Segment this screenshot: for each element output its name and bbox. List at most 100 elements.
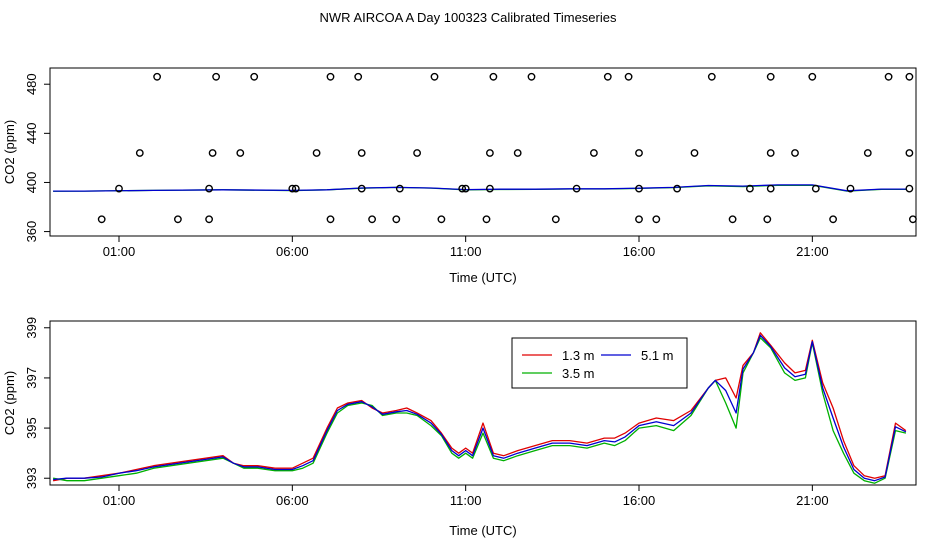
top-data-point	[173, 215, 182, 224]
top-data-point	[808, 72, 817, 81]
legend-box	[511, 337, 688, 389]
top-x-tick-label: 16:00	[623, 244, 656, 259]
top-data-point	[590, 149, 598, 157]
top-data-point	[354, 72, 363, 81]
top-data-point	[212, 72, 221, 81]
top-data-point	[482, 215, 491, 224]
top-data-point	[357, 149, 366, 157]
top-plot-frame	[49, 67, 917, 237]
top-panel: 01:00 06:00 11:00 16:00 21:00 360 400 440 480 T…	[2, 67, 917, 285]
bottom-x-tick-label: 11:00	[450, 493, 482, 508]
top-data-point	[437, 215, 446, 224]
top-data-point	[572, 184, 581, 193]
bottom-series-line-51m	[53, 334, 907, 482]
top-data-point	[766, 149, 775, 157]
top-data-point	[326, 215, 335, 224]
top-data-point	[395, 184, 404, 193]
bottom-y-axis-label: CO2 (ppm)	[2, 371, 17, 435]
bottom-x-tick-label: 06:00	[276, 493, 309, 508]
top-data-point	[603, 72, 612, 81]
top-data-point	[652, 215, 661, 224]
bottom-x-tick-label: 01:00	[103, 493, 136, 508]
bottom-y-tick-label: 399	[24, 317, 39, 339]
top-data-point	[846, 184, 855, 193]
top-data-point	[905, 184, 914, 193]
top-x-tick-label: 11:00	[450, 244, 482, 259]
top-data-point	[527, 72, 536, 81]
bottom-y-tick-label: 393	[24, 467, 39, 489]
bottom-y-axis: 393 395 397 399	[24, 317, 50, 489]
top-data-point	[707, 72, 716, 81]
top-data-point	[485, 184, 494, 193]
legend-label-1-3m: 1.3 m	[562, 348, 595, 363]
top-data-point	[312, 149, 321, 157]
top-data-point	[326, 72, 335, 81]
top-data-point	[829, 215, 837, 224]
bottom-x-axis: 01:00 06:00 11:00 16:00 21:00	[103, 485, 829, 508]
top-data-point	[513, 149, 522, 157]
top-data-point	[97, 215, 106, 224]
top-x-tick-label: 01:00	[103, 244, 136, 259]
top-data-point	[368, 215, 376, 224]
top-x-axis: 01:00 06:00 11:00 16:00 21:00	[103, 236, 829, 259]
top-data-point	[458, 184, 467, 193]
bottom-x-tick-label: 21:00	[796, 493, 829, 508]
top-y-tick-label: 480	[24, 73, 39, 95]
top-data-point	[624, 72, 633, 81]
top-y-axis-label: CO2 (ppm)	[2, 120, 17, 184]
top-lines	[53, 184, 906, 192]
figure-title: NWR AIRCOA A Day 100323 Calibrated Times…	[320, 10, 617, 25]
top-data-point	[250, 72, 259, 81]
top-data-point	[728, 215, 737, 224]
top-data-point	[909, 215, 917, 224]
top-data-point	[905, 72, 914, 81]
top-data-point	[766, 184, 775, 193]
top-data-point	[357, 184, 366, 193]
top-x-axis-label: Time (UTC)	[449, 270, 516, 285]
top-data-point	[635, 149, 643, 157]
top-data-point	[766, 72, 775, 81]
top-data-point	[811, 184, 820, 193]
top-data-point	[673, 184, 681, 193]
legend: 1.3 m 5.1 m 3.5 m	[511, 337, 688, 389]
legend-label-3-5m: 3.5 m	[562, 366, 595, 381]
top-data-point	[153, 72, 162, 81]
top-data-point	[205, 215, 214, 224]
top-data-point	[291, 184, 300, 193]
top-data-point	[461, 184, 470, 193]
top-data-point	[635, 184, 643, 193]
top-data-point	[430, 72, 439, 81]
top-data-point	[635, 215, 643, 224]
top-data-point	[905, 149, 914, 157]
bottom-x-tick-label: 16:00	[623, 493, 656, 508]
top-y-tick-label: 360	[24, 221, 39, 243]
top-data-point	[208, 149, 217, 157]
bottom-y-tick-label: 397	[24, 367, 39, 389]
bottom-panel: 01:00 06:00 11:00 16:00 21:00 393 395 397 399 T…	[2, 317, 917, 538]
bottom-lines	[52, 332, 907, 484]
legend-label-5-1m: 5.1 m	[641, 348, 674, 363]
top-data-point	[115, 184, 123, 193]
top-data-point	[884, 72, 893, 81]
top-data-point	[236, 149, 245, 157]
top-y-tick-label: 440	[24, 122, 39, 144]
top-points	[97, 72, 917, 224]
top-data-point	[746, 184, 754, 193]
top-data-point	[392, 215, 401, 224]
top-data-point	[135, 149, 144, 157]
top-x-tick-label: 06:00	[276, 244, 309, 259]
top-y-tick-label: 400	[24, 172, 39, 194]
bottom-x-axis-label: Time (UTC)	[449, 523, 516, 538]
top-data-point	[763, 215, 772, 224]
top-data-point	[791, 149, 799, 157]
top-data-point	[413, 149, 421, 157]
top-data-point	[205, 184, 214, 193]
top-data-point	[551, 215, 560, 224]
top-data-point	[489, 72, 498, 81]
top-data-point	[485, 149, 494, 157]
top-x-tick-label: 21:00	[796, 244, 829, 259]
top-data-point	[863, 149, 872, 157]
top-y-axis: 360 400 440 480	[24, 73, 50, 242]
bottom-plot-frame	[49, 320, 917, 486]
